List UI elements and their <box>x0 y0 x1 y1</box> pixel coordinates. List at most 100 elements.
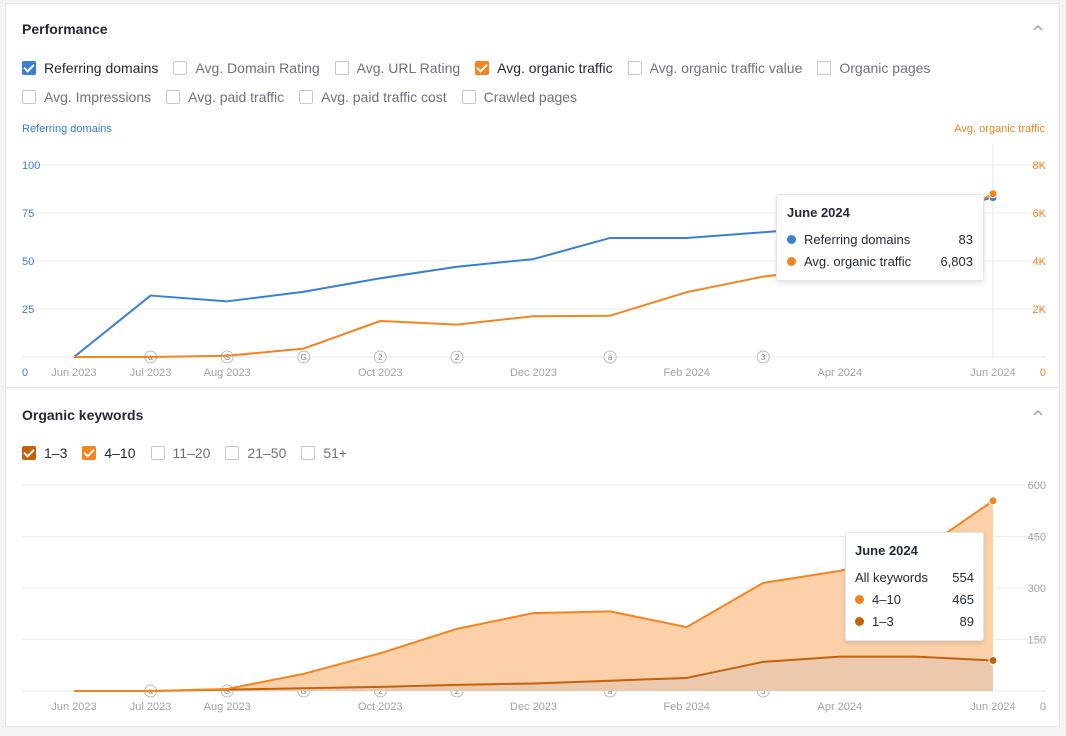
checkbox-11-20[interactable]: 11–20 <box>150 445 211 461</box>
x-tick-label: Feb 2024 <box>663 701 709 713</box>
checkbox-label: Avg. URL Rating <box>356 60 461 76</box>
checkbox-unchecked-icon[interactable] <box>627 61 642 75</box>
checkbox-checked-icon[interactable] <box>22 446 36 460</box>
annotation-marker-label: 2 <box>455 687 460 696</box>
checkbox-label: Avg. paid traffic cost <box>321 89 447 105</box>
series-dot-icon <box>855 616 864 626</box>
performance-metric-toggles-row-1: Referring domains Avg. Domain Rating Avg. … <box>22 60 945 76</box>
series-dot-icon <box>787 234 796 244</box>
annotation-marker-icon <box>220 350 234 364</box>
annotation-marker-icon <box>297 350 311 364</box>
organic-keywords-chart: 0 150 300 450 600 Jun 2023 Jul 2023 Aug 2023 Oct… <box>22 480 1046 713</box>
annotation-marker-label: G <box>224 353 230 362</box>
keyword-position-toggles: 1–3 4–10 11–20 21–50 51+ <box>22 445 362 461</box>
checkbox-unchecked-icon[interactable] <box>173 61 188 75</box>
series-point-4-10 <box>988 496 998 506</box>
checkbox-unchecked-icon[interactable] <box>461 90 476 104</box>
checkbox-label: 11–20 <box>172 445 211 461</box>
checkbox-unchecked-icon[interactable] <box>334 61 349 75</box>
y-tick-left: 75 <box>22 208 34 220</box>
checkbox-label: Referring domains <box>44 60 159 76</box>
checkbox-label: 1–3 <box>44 445 68 461</box>
checkbox-1-3[interactable]: 1–3 <box>22 445 67 461</box>
annotation-marker-icon <box>756 350 770 364</box>
checkbox-checked-icon[interactable] <box>22 61 36 75</box>
x-tick-label: Oct 2023 <box>358 367 403 379</box>
checkbox-avg-impressions[interactable]: Avg. Impressions <box>22 89 151 105</box>
checkbox-unchecked-icon[interactable] <box>299 90 314 104</box>
right-axis-title: Avg. organic traffic <box>954 123 1045 135</box>
x-tick-label: Oct 2023 <box>358 701 403 713</box>
checkbox-avg-domain-rating[interactable]: Avg. Domain Rating <box>173 60 320 76</box>
checkbox-label: 4–10 <box>104 445 136 461</box>
checkbox-unchecked-icon[interactable] <box>225 446 240 460</box>
organic-keywords-title: Organic keywords <box>22 407 144 423</box>
checkbox-organic-pages[interactable]: Organic pages <box>817 60 930 76</box>
checkbox-checked-icon[interactable] <box>475 61 490 75</box>
checkbox-avg-paid-traffic[interactable]: Avg. paid traffic <box>166 89 284 105</box>
y-tick-right: 450 <box>1028 532 1046 544</box>
y-tick-right: 600 <box>1028 480 1046 492</box>
tooltip-row-value: 83 <box>958 231 973 247</box>
annotation-marker-label: 3 <box>761 353 766 362</box>
x-tick-label: Aug 2023 <box>204 367 251 379</box>
checkbox-unchecked-icon[interactable] <box>166 90 181 104</box>
checkbox-unchecked-icon[interactable] <box>817 61 832 75</box>
checkbox-avg-organic-traffic[interactable]: Avg. organic traffic <box>475 60 613 76</box>
y-tick-right: 2K <box>1033 304 1047 316</box>
tooltip-total-row: All keywords 554 <box>855 566 974 588</box>
tooltip-row: 4–10 465 <box>855 588 974 610</box>
performance-metric-toggles-row-2: Avg. Impressions Avg. paid traffic Avg. pa… <box>22 89 592 105</box>
x-tick-label: Jun 2024 <box>970 367 1015 379</box>
series-point-1-3 <box>988 655 998 665</box>
tooltip-row-label: 1–3 <box>872 613 894 629</box>
chevron-up-icon[interactable] <box>1033 408 1043 418</box>
checkbox-label: 51+ <box>323 445 348 461</box>
annotation-marker-label: G <box>301 353 307 362</box>
checkbox-unchecked-icon[interactable] <box>22 90 36 104</box>
chevron-up-icon[interactable] <box>1033 23 1043 33</box>
series-dot-icon <box>855 594 864 604</box>
tooltip-row-value: 465 <box>952 591 974 607</box>
y-tick-right: 0 <box>1040 701 1046 713</box>
x-tick-label: Aug 2023 <box>204 701 251 713</box>
y-tick-left: 0 <box>22 367 28 379</box>
checkbox-avg-url-rating[interactable]: Avg. URL Rating <box>334 60 461 76</box>
checkbox-checked-icon[interactable] <box>82 446 97 460</box>
checkbox-label: Avg. organic traffic <box>497 60 613 76</box>
checkbox-label: Avg. organic traffic value <box>649 60 803 76</box>
checkbox-unchecked-icon[interactable] <box>150 446 165 460</box>
annotation-marker-icon <box>373 350 387 364</box>
x-tick-label: Jul 2023 <box>130 367 172 379</box>
x-tick-label: Jun 2023 <box>51 701 96 713</box>
checkbox-crawled-pages[interactable]: Crawled pages <box>461 89 577 105</box>
x-tick-label: Apr 2024 <box>818 367 863 379</box>
annotation-marker-label: 2 <box>378 687 383 696</box>
x-tick-label: Apr 2024 <box>818 701 863 713</box>
annotation-marker-label: a <box>608 353 613 362</box>
tooltip-total-value: 554 <box>952 569 974 585</box>
tooltip-row-label: 4–10 <box>872 591 901 607</box>
annotation-marker-label: a <box>608 687 613 696</box>
checkbox-4-10[interactable]: 4–10 <box>82 445 136 461</box>
checkbox-referring-domains[interactable]: Referring domains <box>22 60 158 76</box>
checkbox-51[interactable]: 51+ <box>301 445 347 461</box>
tooltip-row: 1–3 89 <box>855 610 974 632</box>
tooltip-total-label: All keywords <box>855 569 928 585</box>
checkbox-avg-paid-traffic-cost[interactable]: Avg. paid traffic cost <box>299 89 447 105</box>
x-tick-label: Jun 2023 <box>51 367 96 379</box>
annotation-marker-label: G <box>301 687 307 696</box>
annotation-marker-label: 3 <box>761 687 766 696</box>
tooltip-row-label: Avg. organic traffic <box>804 253 912 269</box>
checkbox-label: Avg. Domain Rating <box>195 60 320 76</box>
x-tick-label: Jul 2023 <box>130 701 172 713</box>
checkbox-unchecked-icon[interactable] <box>301 446 316 460</box>
checkbox-avg-organic-traffic-value[interactable]: Avg. organic traffic value <box>627 60 803 76</box>
tooltip-row-value: 89 <box>959 613 974 629</box>
series-area-1-3 <box>74 656 993 691</box>
performance-title: Performance <box>22 21 108 37</box>
checkbox-21-50[interactable]: 21–50 <box>225 445 286 461</box>
checkbox-label: 21–50 <box>247 445 287 461</box>
annotation-marker-icon <box>603 350 617 364</box>
checkbox-label: Organic pages <box>839 60 931 76</box>
